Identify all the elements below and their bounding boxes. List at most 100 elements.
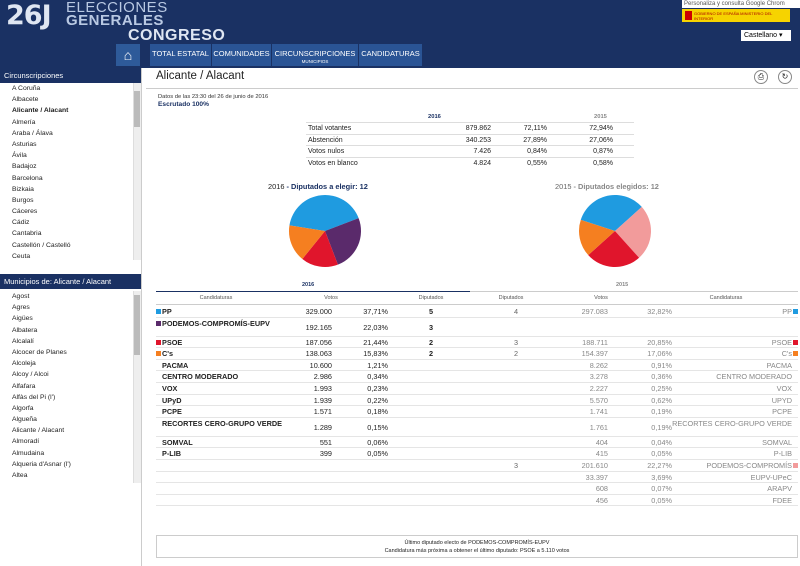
result-name: PCPE bbox=[162, 407, 182, 417]
result-n15: CENTRO MODERADO bbox=[716, 372, 792, 382]
circ-scroll-thumb[interactable] bbox=[134, 91, 140, 127]
result-row: PP 329.000 37,71% 5 4 297.083 32,82% PP bbox=[156, 306, 798, 318]
pie-2016-slice bbox=[289, 195, 359, 231]
result-name: VOX bbox=[162, 384, 178, 393]
pie-2015-slice bbox=[579, 219, 615, 256]
result-p16: 0,34% bbox=[367, 372, 388, 382]
municipio-item[interactable]: Algueña bbox=[12, 416, 37, 424]
summary-row: Votos nulos 7.426 0,84% 0,87% bbox=[306, 145, 634, 157]
summary-row: Abstención 340.253 27,89% 27,06% bbox=[306, 133, 634, 146]
result-p15: 0,05% bbox=[651, 495, 672, 505]
result-v16: 192.165 bbox=[305, 322, 332, 332]
circ-item[interactable]: Asturias bbox=[12, 140, 37, 148]
col-candidaturas-2015: Candidaturas bbox=[709, 295, 743, 301]
municipio-item[interactable]: Albatera bbox=[12, 326, 38, 334]
municipio-item[interactable]: Algorfa bbox=[12, 404, 34, 412]
nav-candidaturas[interactable]: CANDIDATURAS bbox=[359, 44, 423, 66]
circ-item[interactable]: Alicante / Alacant bbox=[12, 107, 69, 115]
circ-item[interactable]: Cantabria bbox=[12, 230, 42, 238]
pie-2015-slice bbox=[615, 206, 651, 258]
escrutado-status: Escrutado 100% bbox=[158, 101, 209, 108]
government-badge: Personaliza y consulta Google Chrom GOBI… bbox=[682, 0, 800, 28]
chrome-notice: Personaliza y consulta Google Chrom bbox=[682, 0, 800, 8]
result-name: RECORTES CERO-GRUPO VERDE bbox=[162, 418, 283, 428]
pie-2016-slice bbox=[325, 218, 361, 265]
circ-item[interactable]: Albacete bbox=[12, 96, 39, 104]
circ-item[interactable]: Cádiz bbox=[12, 219, 30, 227]
result-n15: UPYD bbox=[771, 395, 792, 405]
pie-chart-2016 bbox=[289, 195, 361, 267]
logo-26j[interactable]: 26J bbox=[6, 0, 52, 31]
circ-item[interactable]: Ávila bbox=[12, 152, 27, 160]
nav-circunscripciones[interactable]: CIRCUNSCRIPCIONES MUNICIPIOS bbox=[272, 44, 359, 66]
result-row: PCPE 1.571 0,18% 1.741 0,19% PCPE bbox=[156, 406, 798, 418]
municipio-item[interactable]: Alqueria d'Asnar (l') bbox=[12, 460, 71, 468]
result-name: PODEMOS-COMPROMÍS-EUPV bbox=[162, 318, 270, 328]
party-color-2015 bbox=[793, 339, 798, 345]
circ-item[interactable]: Badajoz bbox=[12, 163, 37, 171]
circ-item[interactable]: Almería bbox=[12, 118, 36, 126]
pie-2015-slice bbox=[580, 195, 642, 231]
municipio-item[interactable]: Alcoleja bbox=[12, 360, 36, 368]
result-n15: PSOE bbox=[771, 337, 792, 347]
nav-total-estatal[interactable]: TOTAL ESTATAL bbox=[150, 44, 212, 66]
summary-row: Total votantes 879.862 72,11% 72,94% bbox=[306, 122, 634, 134]
nav-label: TOTAL ESTATAL bbox=[152, 49, 209, 58]
circ-item[interactable]: Ceuta bbox=[12, 252, 31, 260]
municipio-item[interactable]: Agres bbox=[12, 304, 30, 312]
print-icon[interactable]: ⎙ bbox=[754, 70, 768, 84]
logo-congreso: CONGRESO bbox=[128, 27, 226, 44]
result-d15: 4 bbox=[513, 307, 519, 316]
circ-item[interactable]: Burgos bbox=[12, 196, 34, 204]
summary-label: Votos en blanco bbox=[308, 159, 358, 167]
result-v15: 456 bbox=[595, 495, 608, 505]
result-row: UPyD 1.939 0,22% 5.570 0,62% UPYD bbox=[156, 395, 798, 407]
municipio-item[interactable]: Alcoy / Alcoi bbox=[12, 371, 49, 379]
language-select[interactable]: Castellano ▾ bbox=[741, 30, 791, 41]
result-p15: 0,04% bbox=[651, 437, 672, 447]
result-p15: 0,05% bbox=[651, 449, 672, 459]
municipio-item[interactable]: Alcalalí bbox=[12, 337, 34, 345]
nav-comunidades[interactable]: COMUNIDADES bbox=[212, 44, 272, 66]
pie-2016-title: 2016 - Diputados a elegir: 12 bbox=[268, 182, 368, 191]
municipio-item[interactable]: Alfafara bbox=[12, 382, 36, 390]
circ-item[interactable]: Cáceres bbox=[12, 208, 38, 216]
circ-scrollbar[interactable] bbox=[133, 83, 141, 260]
refresh-icon[interactable]: ↻ bbox=[778, 70, 792, 84]
municipio-item[interactable]: Aigües bbox=[12, 315, 33, 323]
result-v15: 3.278 bbox=[589, 372, 608, 382]
result-p16: 0,22% bbox=[367, 395, 388, 405]
result-p15: 17,06% bbox=[647, 349, 672, 359]
result-row: 33.397 3,69% EUPV-UPeC bbox=[156, 472, 798, 484]
municipio-item[interactable]: Agost bbox=[12, 293, 30, 300]
result-v15: 404 bbox=[595, 437, 608, 447]
result-v15: 2.227 bbox=[589, 384, 608, 393]
municipio-item[interactable]: Alicante / Alacant bbox=[12, 427, 65, 435]
result-n15: VOX bbox=[776, 384, 792, 393]
circ-item[interactable]: A Coruña bbox=[12, 85, 41, 92]
circunscripciones-header: Circunscripciones bbox=[0, 68, 141, 83]
mun-scroll-thumb[interactable] bbox=[134, 295, 140, 355]
circ-item[interactable]: Castellón / Castelló bbox=[12, 241, 71, 249]
municipio-item[interactable]: Alcocer de Planes bbox=[12, 348, 67, 356]
circ-item[interactable]: Araba / Álava bbox=[12, 129, 53, 137]
circ-item[interactable]: Bizkaia bbox=[12, 185, 34, 193]
page-title: Alicante / Alacant bbox=[156, 70, 245, 82]
result-name: C's bbox=[162, 349, 174, 359]
result-p15: 0,91% bbox=[651, 360, 672, 370]
result-p16: 0,05% bbox=[367, 449, 388, 459]
municipio-item[interactable]: Alfàs del Pi (l') bbox=[12, 393, 56, 401]
mun-scrollbar[interactable] bbox=[133, 291, 141, 483]
municipio-item[interactable]: Almoradí bbox=[12, 438, 40, 446]
result-v15: 8.262 bbox=[589, 360, 608, 370]
result-row: PSOE 187.056 21,44% 2 3 188.711 20,85% PSOE bbox=[156, 337, 798, 349]
circ-item[interactable]: Barcelona bbox=[12, 174, 43, 182]
home-icon[interactable]: ⌂ bbox=[116, 44, 140, 66]
result-p15: 0,36% bbox=[651, 372, 672, 382]
col-votos-2016: Votos bbox=[324, 295, 338, 301]
footer-closest: Candidatura más próxima a obtener el últ… bbox=[384, 548, 570, 554]
municipio-item[interactable]: Altea bbox=[12, 472, 28, 479]
municipio-item[interactable]: Almudaina bbox=[12, 449, 45, 457]
summary-pct-2016: 27,89% bbox=[523, 136, 547, 144]
party-color-2016 bbox=[156, 339, 161, 345]
